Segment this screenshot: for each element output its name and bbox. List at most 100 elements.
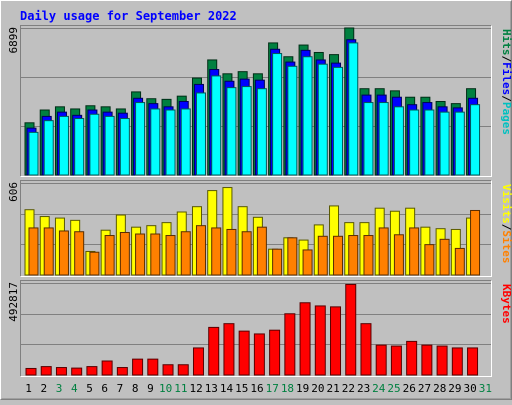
bar-sites-day-1 [28,227,39,276]
x-tick-day-4: 4 [71,382,78,395]
bar-pages-day-5 [89,113,100,176]
bar-kbytes-day-24 [375,344,387,376]
bar-pages-day-26 [409,109,420,176]
bar-kbytes-day-23 [360,323,372,376]
bar-kbytes-day-11 [177,364,189,376]
bar-pages-day-10 [165,109,176,176]
bar-sites-day-3 [58,230,69,276]
bar-kbytes-day-25 [390,345,402,376]
bar-sites-day-26 [409,227,420,276]
bar-kbytes-day-7 [116,367,128,376]
bar-kbytes-day-22 [345,283,357,376]
bar-kbytes-day-2 [40,366,52,376]
bar-pages-day-29 [454,111,465,176]
x-tick-day-5: 5 [86,382,93,395]
bar-sites-day-30 [470,209,481,276]
x-tick-day-19: 19 [296,382,309,395]
bar-sites-day-6 [104,235,115,276]
bar-kbytes-day-1 [25,367,37,376]
bar-sites-day-16 [256,226,267,276]
bar-pages-day-1 [28,131,39,176]
bar-kbytes-day-28 [436,345,448,376]
bar-pages-day-2 [43,120,54,176]
x-tick-day-17: 17 [266,382,279,395]
panel-legend: KBytes [500,284,512,324]
bar-kbytes-day-18 [284,313,296,376]
panel-max-label: 606 [7,182,20,202]
bar-sites-day-12 [195,225,206,276]
x-tick-day-25: 25 [387,382,400,395]
x-tick-day-31: 31 [479,382,492,395]
bar-kbytes-day-30 [467,347,479,376]
bar-pages-day-25 [393,106,404,176]
bar-sites-day-24 [378,227,389,276]
bar-sites-day-15 [241,231,252,276]
x-tick-day-13: 13 [205,382,218,395]
x-tick-day-14: 14 [220,382,234,395]
bar-pages-day-21 [333,66,344,176]
x-tick-day-26: 26 [403,382,416,395]
chart-title: Daily usage for September 2022 [20,9,237,23]
bar-sites-day-29 [454,247,465,276]
bar-pages-day-9 [150,108,161,176]
bar-kbytes-day-26 [406,340,418,376]
legend-visits: Visits [500,184,512,224]
bar-pages-day-13 [211,75,222,176]
x-tick-day-15: 15 [235,382,248,395]
panel-kbytes: 492817 [7,280,492,377]
bar-kbytes-day-9 [147,358,159,376]
bar-kbytes-day-20 [314,305,326,376]
bar-kbytes-day-8 [132,358,144,376]
bar-pages-day-18 [287,65,298,176]
x-tick-day-21: 21 [327,382,340,395]
x-tick-day-30: 30 [464,382,477,395]
bar-kbytes-day-12 [192,347,204,376]
bar-pages-day-28 [439,111,450,176]
bar-pages-day-3 [58,115,69,176]
bar-sites-day-25 [393,234,404,276]
bar-sites-day-20 [317,235,328,276]
x-tick-day-8: 8 [132,382,139,395]
panel-sites: 606 [7,180,492,277]
legend-sites: Sites [500,230,512,263]
bar-sites-day-13 [211,227,222,276]
legend-pages: Pages [500,102,512,135]
panel-legend: Hits/Files/Pages [500,29,512,135]
x-tick-day-7: 7 [117,382,124,395]
bar-sites-day-14 [226,228,237,276]
x-tick-day-1: 1 [25,382,32,395]
bar-pages-day-7 [119,118,130,176]
x-tick-day-16: 16 [250,382,263,395]
legend-hits: Hits [500,29,512,56]
bar-pages-day-15 [241,86,252,176]
x-tick-day-28: 28 [433,382,446,395]
bar-sites-day-23 [363,235,374,276]
x-tick-day-23: 23 [357,382,370,395]
bar-kbytes-day-16 [253,333,265,376]
bar-sites-day-18 [287,237,298,276]
bar-pages-day-19 [302,56,313,176]
bar-kbytes-day-10 [162,364,174,376]
x-tick-day-24: 24 [372,382,386,395]
bar-pages-day-6 [104,115,115,176]
x-tick-day-6: 6 [101,382,108,395]
x-tick-day-27: 27 [418,382,431,395]
panel-max-label: 492817 [7,282,20,322]
bar-kbytes-day-13 [208,326,220,376]
bar-kbytes-day-3 [55,367,67,376]
bar-sites-day-7 [119,231,130,276]
bar-pages-day-30 [470,104,481,176]
x-tick-day-3: 3 [56,382,63,395]
bar-pages-day-17 [272,53,283,176]
legend-separator: / [500,56,512,63]
panel-legend: Visits/Sites [500,184,512,264]
bar-pages-day-27 [424,109,435,176]
x-tick-day-11: 11 [174,382,187,395]
bar-pages-day-8 [135,102,146,176]
bar-pages-day-12 [195,92,206,176]
bar-sites-day-27 [424,244,435,276]
legend-files: Files [500,62,512,95]
x-tick-day-2: 2 [41,382,48,395]
bar-pages-day-11 [180,108,191,176]
